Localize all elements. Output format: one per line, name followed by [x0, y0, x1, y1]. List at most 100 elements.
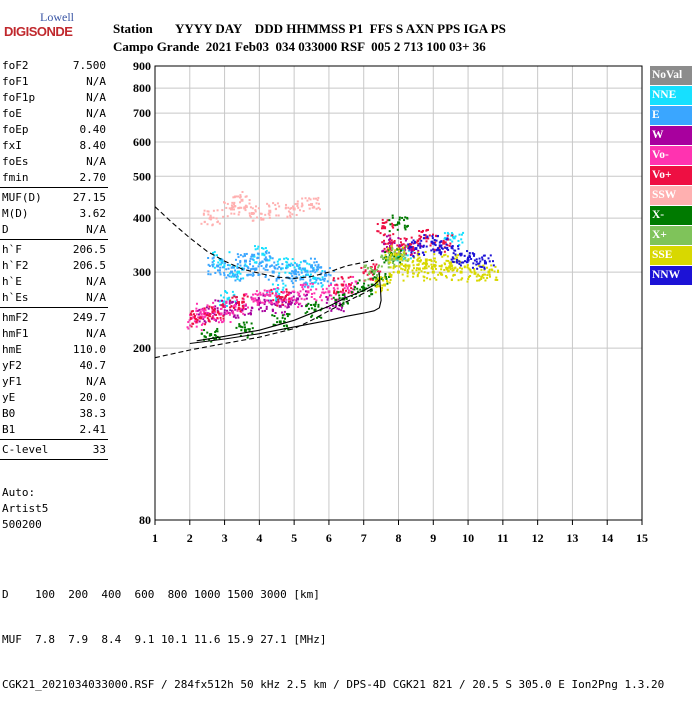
data-point: [193, 320, 196, 323]
param-key: MUF(D): [2, 191, 42, 204]
data-point: [434, 244, 437, 247]
data-point: [332, 296, 335, 299]
data-point: [265, 307, 268, 310]
data-point: [314, 271, 317, 274]
data-point: [396, 257, 399, 260]
data-point: [349, 290, 352, 293]
data-point: [305, 269, 308, 272]
data-point: [456, 268, 459, 271]
data-point: [296, 297, 300, 301]
data-point: [417, 249, 420, 252]
data-point: [240, 329, 243, 332]
data-point: [352, 275, 355, 278]
param-value: 110.0: [72, 343, 106, 356]
data-point: [486, 277, 489, 280]
data-point: [295, 273, 298, 276]
data-point: [211, 261, 214, 264]
data-point: [256, 294, 259, 297]
data-point: [398, 216, 401, 219]
data-point: [473, 271, 477, 275]
data-point: [494, 265, 497, 268]
data-point: [390, 275, 393, 278]
data-point: [236, 309, 239, 312]
param-row-foe: foE N/A: [2, 106, 108, 122]
data-point: [444, 236, 447, 239]
data-point: [482, 265, 485, 268]
data-point: [466, 250, 469, 253]
data-point: [224, 304, 227, 307]
x-tick-label: 13: [566, 531, 578, 545]
data-point: [258, 308, 261, 311]
data-point: [327, 290, 331, 294]
data-point: [283, 324, 286, 327]
data-point: [481, 275, 484, 278]
data-point: [274, 207, 277, 210]
data-point: [268, 255, 271, 258]
data-point: [298, 209, 301, 212]
data-point: [216, 307, 219, 310]
data-point: [410, 247, 414, 251]
data-point: [284, 284, 287, 287]
data-point: [277, 274, 280, 277]
data-point: [454, 254, 457, 257]
data-point: [227, 311, 230, 314]
data-point: [270, 303, 273, 306]
data-point: [295, 275, 298, 278]
data-point: [250, 211, 254, 215]
data-point: [264, 256, 267, 259]
data-point: [248, 202, 251, 205]
data-point: [300, 271, 303, 274]
data-point: [430, 260, 433, 263]
data-point: [251, 253, 254, 256]
data-point: [410, 236, 413, 239]
data-point: [306, 269, 309, 272]
data-point: [256, 257, 259, 260]
data-point: [370, 289, 373, 292]
data-point: [404, 239, 407, 242]
data-point: [419, 259, 422, 262]
data-point: [415, 241, 418, 244]
data-point: [274, 203, 277, 206]
data-point: [297, 303, 300, 306]
data-point: [244, 254, 247, 257]
data-point: [350, 291, 353, 294]
data-point: [376, 230, 379, 233]
param-value: 0.40: [79, 123, 107, 136]
data-point: [368, 271, 371, 274]
param-value: N/A: [86, 75, 106, 88]
data-point: [284, 296, 287, 299]
data-point: [394, 224, 397, 227]
data-point: [245, 293, 248, 296]
data-point: [313, 257, 316, 260]
data-point: [320, 282, 323, 285]
data-point: [291, 205, 294, 208]
x-tick-label: 3: [222, 531, 228, 545]
data-point: [347, 289, 350, 292]
data-point: [409, 254, 412, 257]
data-point: [304, 274, 307, 277]
data-point: [248, 260, 251, 263]
data-point: [396, 244, 399, 247]
data-point: [306, 310, 309, 313]
data-point: [281, 301, 284, 304]
data-point: [222, 319, 225, 322]
data-point: [237, 307, 240, 310]
data-point: [200, 323, 203, 326]
param-key: foEs: [2, 155, 29, 168]
param-row-md: M(D) 3.62: [2, 206, 108, 222]
data-point: [429, 278, 432, 281]
data-point: [490, 264, 493, 267]
data-point: [265, 292, 268, 295]
data-point: [281, 314, 284, 317]
data-point: [276, 317, 279, 320]
data-point: [219, 258, 223, 262]
data-point: [321, 288, 324, 291]
data-point: [284, 206, 287, 209]
data-point: [196, 309, 199, 312]
data-point: [413, 249, 416, 252]
data-point: [343, 280, 346, 283]
data-point: [389, 255, 392, 258]
data-point: [216, 317, 219, 320]
data-point: [275, 264, 278, 267]
data-point: [258, 263, 261, 266]
